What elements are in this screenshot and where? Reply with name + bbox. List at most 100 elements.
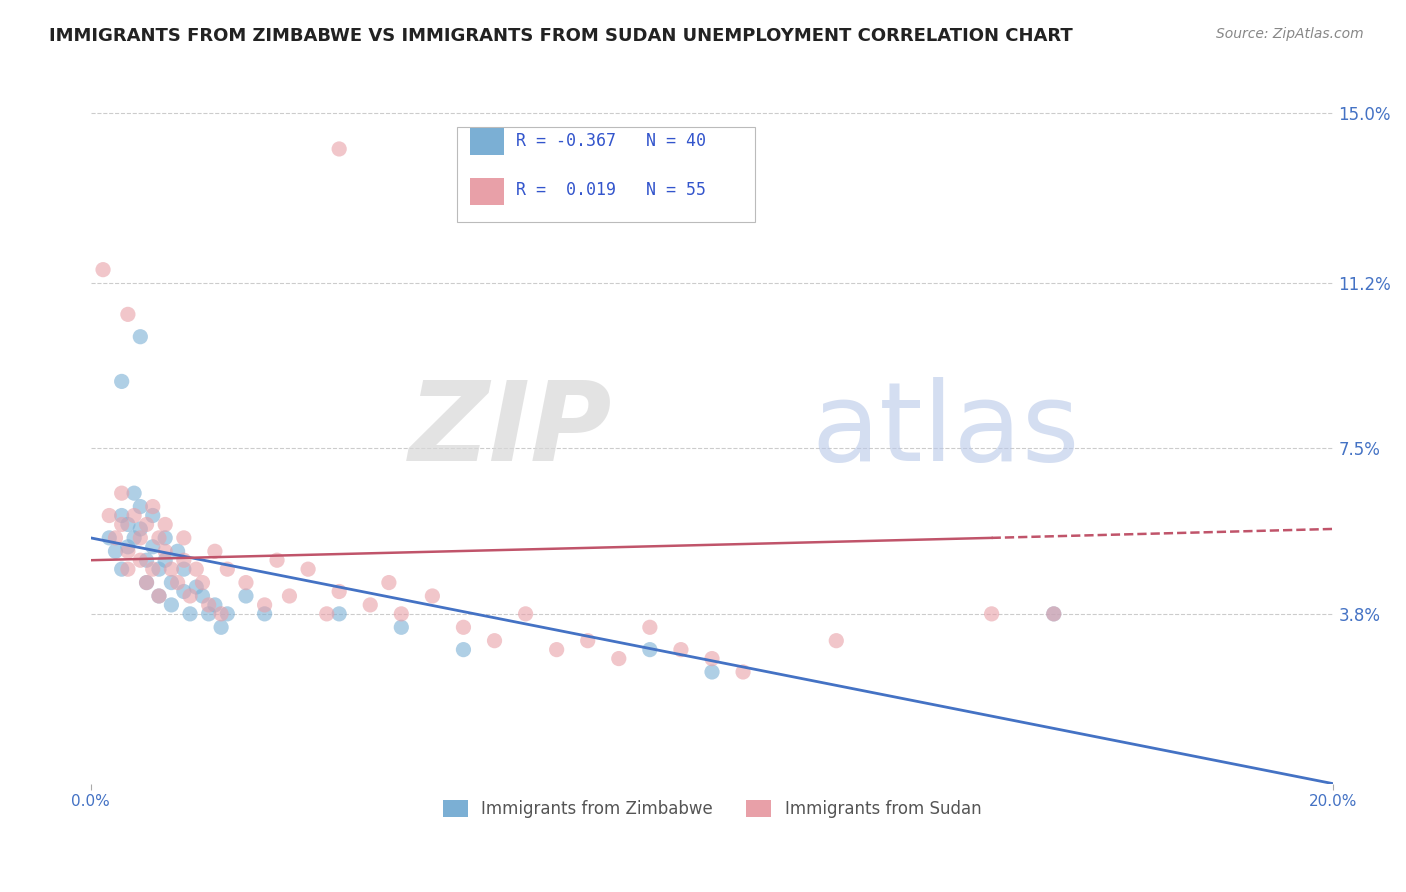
Point — [235, 575, 257, 590]
Point — [173, 562, 195, 576]
Point — [166, 544, 188, 558]
Point — [179, 589, 201, 603]
Point — [153, 531, 176, 545]
Point — [111, 375, 134, 389]
Point — [235, 589, 257, 603]
Point — [515, 607, 537, 621]
Bar — [470, 178, 505, 204]
Point — [160, 575, 183, 590]
Text: R = -0.367   N = 40: R = -0.367 N = 40 — [516, 132, 706, 150]
Text: R =  0.019   N = 55: R = 0.019 N = 55 — [516, 181, 706, 200]
Point — [129, 329, 152, 343]
Point — [166, 575, 188, 590]
Point — [179, 607, 201, 621]
Point — [453, 642, 475, 657]
Point — [111, 486, 134, 500]
Point — [669, 642, 692, 657]
Point — [135, 575, 157, 590]
Text: IMMIGRANTS FROM ZIMBABWE VS IMMIGRANTS FROM SUDAN UNEMPLOYMENT CORRELATION CHART: IMMIGRANTS FROM ZIMBABWE VS IMMIGRANTS F… — [49, 27, 1073, 45]
Point — [204, 598, 226, 612]
Point — [117, 517, 139, 532]
Point — [546, 642, 568, 657]
Point — [135, 575, 157, 590]
Point — [148, 531, 170, 545]
Point — [197, 607, 219, 621]
Point — [111, 562, 134, 576]
Point — [733, 665, 755, 679]
Point — [700, 651, 723, 665]
Point — [135, 517, 157, 532]
Point — [297, 562, 319, 576]
Point — [1042, 607, 1064, 621]
Point — [122, 508, 145, 523]
Point — [129, 522, 152, 536]
Point — [111, 517, 134, 532]
Point — [980, 607, 1002, 621]
Point — [117, 307, 139, 321]
Point — [209, 620, 232, 634]
Text: ZIP: ZIP — [409, 377, 613, 484]
Point — [209, 607, 232, 621]
Point — [153, 517, 176, 532]
Point — [129, 531, 152, 545]
Text: atlas: atlas — [811, 377, 1080, 484]
FancyBboxPatch shape — [457, 127, 755, 222]
Point — [484, 633, 506, 648]
Point — [197, 598, 219, 612]
Point — [98, 508, 121, 523]
Point — [173, 553, 195, 567]
Point — [129, 553, 152, 567]
Point — [191, 575, 214, 590]
Point — [253, 607, 276, 621]
Point — [217, 562, 239, 576]
Point — [148, 589, 170, 603]
Point — [160, 562, 183, 576]
Point — [186, 562, 208, 576]
Point — [104, 531, 127, 545]
Point — [173, 531, 195, 545]
Point — [217, 607, 239, 621]
Point — [186, 580, 208, 594]
Point — [129, 500, 152, 514]
Point — [328, 142, 350, 156]
Point — [104, 544, 127, 558]
Point — [453, 620, 475, 634]
Point — [328, 607, 350, 621]
Point — [173, 584, 195, 599]
Point — [1042, 607, 1064, 621]
Point — [135, 553, 157, 567]
Text: Source: ZipAtlas.com: Source: ZipAtlas.com — [1216, 27, 1364, 41]
Point — [638, 620, 661, 634]
Point — [98, 531, 121, 545]
Point — [91, 262, 114, 277]
Point — [111, 508, 134, 523]
Point — [607, 651, 630, 665]
Point — [328, 584, 350, 599]
Point — [117, 544, 139, 558]
Point — [153, 553, 176, 567]
Point — [122, 486, 145, 500]
Point — [142, 500, 165, 514]
Point — [122, 531, 145, 545]
Point — [278, 589, 301, 603]
Point — [117, 540, 139, 554]
Point — [142, 562, 165, 576]
Point — [148, 562, 170, 576]
Point — [204, 544, 226, 558]
Point — [422, 589, 444, 603]
Point — [160, 598, 183, 612]
Point — [142, 508, 165, 523]
Point — [253, 598, 276, 612]
Point — [117, 562, 139, 576]
Point — [389, 620, 412, 634]
Point — [378, 575, 401, 590]
Point — [315, 607, 337, 621]
Point — [359, 598, 381, 612]
Point — [389, 607, 412, 621]
Point — [191, 589, 214, 603]
Point — [266, 553, 288, 567]
Point — [142, 540, 165, 554]
Point — [825, 633, 848, 648]
Point — [153, 544, 176, 558]
Point — [576, 633, 599, 648]
